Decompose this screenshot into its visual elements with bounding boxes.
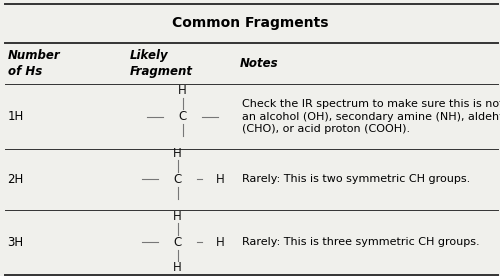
Text: Rarely: This is two symmetric CH groups.: Rarely: This is two symmetric CH groups.: [242, 174, 470, 184]
Text: H: H: [173, 147, 182, 160]
Text: Likely
Fragment: Likely Fragment: [130, 49, 193, 78]
Text: Common Fragments: Common Fragments: [172, 17, 328, 30]
Text: H: H: [173, 261, 182, 275]
Text: 1H: 1H: [8, 110, 24, 123]
Text: C: C: [174, 236, 182, 249]
Text: Number
of Hs: Number of Hs: [8, 49, 60, 78]
Text: 3H: 3H: [8, 236, 24, 249]
Text: H: H: [216, 236, 224, 249]
Text: C: C: [174, 173, 182, 186]
Text: 2H: 2H: [8, 173, 24, 186]
Text: C: C: [178, 110, 186, 123]
Text: Rarely: This is three symmetric CH groups.: Rarely: This is three symmetric CH group…: [242, 237, 479, 247]
Text: Check the IR spectrum to make sure this is not
an alcohol (OH), secondary amine : Check the IR spectrum to make sure this …: [242, 99, 500, 134]
Text: H: H: [216, 173, 224, 186]
Text: H: H: [173, 210, 182, 223]
Text: H: H: [178, 84, 187, 97]
Text: Notes: Notes: [240, 57, 279, 70]
